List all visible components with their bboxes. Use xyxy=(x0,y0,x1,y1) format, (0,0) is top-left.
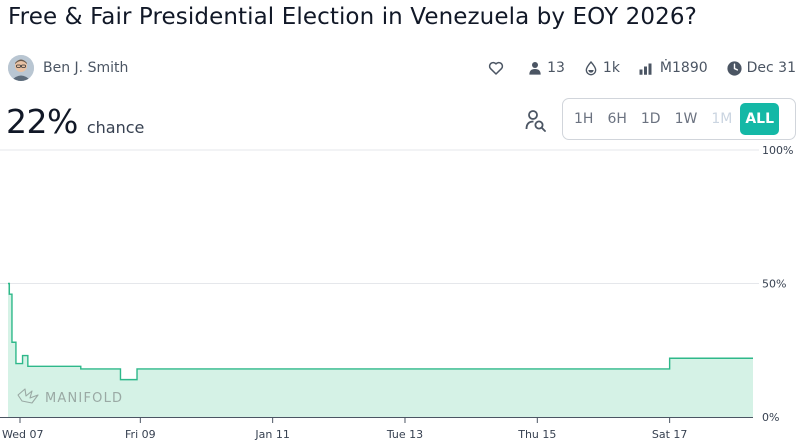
x-tick-label: Fri 09 xyxy=(125,428,156,441)
y-tick-label: 50% xyxy=(762,278,786,291)
close-date: Dec 31 xyxy=(746,60,796,76)
probability-value: 22% xyxy=(6,102,78,141)
probability-area xyxy=(8,283,753,417)
range-1d-button[interactable]: 1D xyxy=(635,103,667,135)
range-1m-button[interactable]: 1M xyxy=(705,103,738,135)
x-tick-label: Thu 15 xyxy=(517,428,556,441)
user-search-icon xyxy=(525,110,546,132)
y-tick-label: 0% xyxy=(762,411,779,424)
x-tick-label: Jan 11 xyxy=(254,428,289,441)
liquidity-stat[interactable]: Ṁ1890 xyxy=(638,60,708,76)
manifold-crane-icon xyxy=(17,388,39,404)
x-tick-label: Wed 07 xyxy=(2,428,43,441)
like-button[interactable] xyxy=(487,59,509,77)
market-stats: 13 1k Ṁ1890 Dec 31 xyxy=(487,57,796,79)
range-6h-button[interactable]: 6H xyxy=(601,103,632,135)
volume-stat[interactable]: 1k xyxy=(583,60,620,76)
heart-icon xyxy=(488,61,504,75)
probability-label: chance xyxy=(86,118,145,137)
x-tick-label: Sat 17 xyxy=(652,428,688,441)
author-row[interactable]: Ben J. Smith xyxy=(8,54,128,82)
time-range-selector: 1H 6H 1D 1W 1M ALL xyxy=(562,98,796,140)
avatar-image xyxy=(8,55,34,81)
market-title: Free & Fair Presidential Election in Ven… xyxy=(8,4,697,30)
bar-chart-icon xyxy=(639,63,652,75)
close-date-stat[interactable]: Dec 31 xyxy=(726,60,796,77)
probability-display: 22% chance xyxy=(6,102,144,141)
probability-chart[interactable]: MANIFOLD 100% 50% 0% Wed 07 Fri 09 Jan 11 Tue … xyxy=(0,140,802,443)
volume-value: 1k xyxy=(602,60,620,76)
range-1h-button[interactable]: 1H xyxy=(568,103,599,135)
author-name[interactable]: Ben J. Smith xyxy=(43,60,129,76)
clock-icon xyxy=(727,60,742,76)
x-tick-label: Tue 13 xyxy=(386,428,423,441)
y-tick-label: 100% xyxy=(762,144,793,157)
traders-stat[interactable]: 13 xyxy=(527,60,565,76)
user-icon xyxy=(529,62,541,75)
probability-line xyxy=(8,282,753,381)
manifold-watermark: MANIFOLD xyxy=(17,388,123,406)
manifold-wordmark: MANIFOLD xyxy=(45,391,123,406)
traders-count: 13 xyxy=(547,60,565,76)
user-search-button[interactable] xyxy=(525,109,547,133)
range-all-button[interactable]: ALL xyxy=(740,103,779,135)
droplet-icon xyxy=(585,60,597,76)
author-avatar[interactable] xyxy=(8,55,34,81)
liquidity-value: Ṁ1890 xyxy=(659,60,708,76)
range-1w-button[interactable]: 1W xyxy=(669,103,704,135)
